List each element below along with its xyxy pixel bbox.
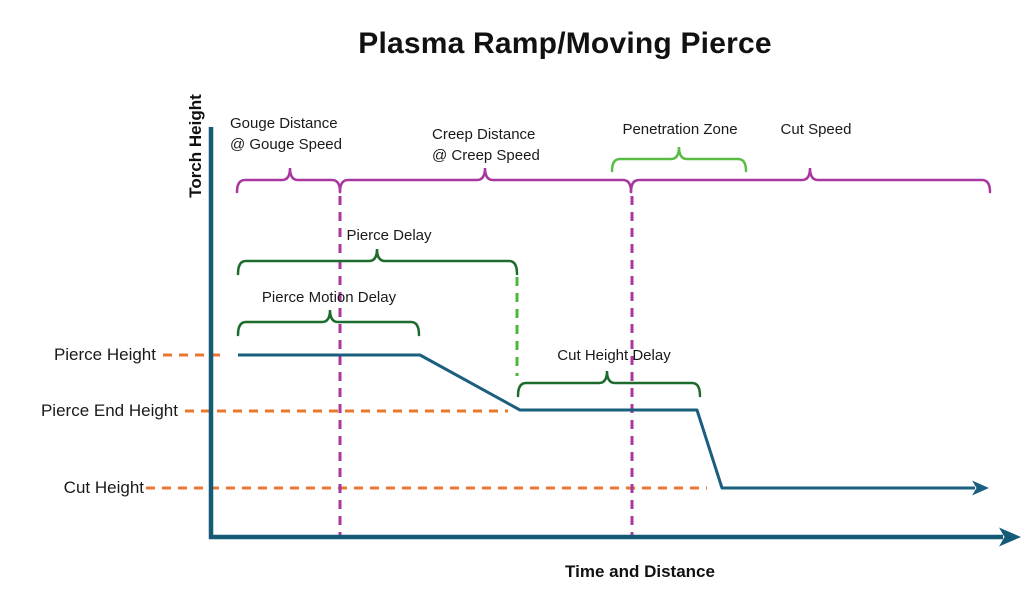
pierce-delay-brace [236, 248, 519, 276]
pierce-end-height-label: Pierce End Height [40, 401, 178, 420]
torch-profile-arrowhead-icon [972, 480, 989, 496]
pierce-motion-delay-brace [236, 309, 421, 337]
cut-speed-label: Cut Speed [780, 121, 852, 138]
page-title: Plasma Ramp/Moving Pierce [358, 27, 772, 60]
gouge-distance-label-line1: Gouge Distance [230, 115, 338, 132]
creep-distance-label-line1: Creep Distance [432, 126, 536, 143]
cut-speed-brace [629, 167, 992, 194]
pierce-delay-label: Pierce Delay [346, 227, 432, 244]
pierce-motion-delay-label: Pierce Motion Delay [261, 289, 397, 306]
x-axis-arrowhead-icon [999, 527, 1021, 547]
cut-height-delay-brace [516, 370, 702, 398]
gouge-distance-label-line2: @ Gouge Speed [230, 136, 342, 153]
creep-distance-label-line2: @ Creep Speed [432, 147, 540, 164]
creep-distance-brace [338, 167, 633, 194]
y-axis-label: Torch Height [186, 94, 205, 198]
penetration-zone-label: Penetration Zone [622, 121, 738, 138]
gouge-distance-brace [235, 167, 342, 194]
cut-height-label: Cut Height [63, 478, 144, 497]
x-axis-label: Time and Distance [565, 562, 715, 581]
torch-height-profile-line [238, 353, 975, 490]
pierce-height-label: Pierce Height [53, 345, 156, 364]
gouge-distance-label: Gouge Distance @ Gouge Speed [230, 113, 342, 155]
penetration-zone-brace [610, 146, 748, 173]
cut-height-delay-label: Cut Height Delay [557, 347, 671, 364]
creep-distance-label: Creep Distance @ Creep Speed [432, 124, 540, 166]
